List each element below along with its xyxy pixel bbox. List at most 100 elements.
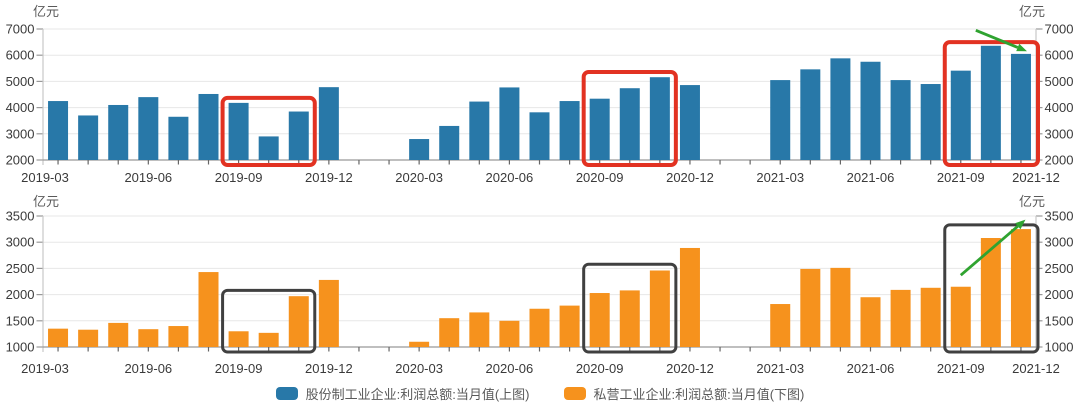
bar-2020-10 <box>619 290 640 347</box>
bar-2019-06 <box>138 329 159 347</box>
bar-2020-07 <box>529 112 550 160</box>
x-axis-label: 2021-06 <box>847 361 895 376</box>
x-axis-label: 2019-06 <box>124 170 172 185</box>
y-axis-label-left: 5000 <box>6 74 35 89</box>
bar-2021-07 <box>890 289 911 347</box>
bar-2020-03 <box>409 139 430 160</box>
unit-label-right: 亿元 <box>1019 4 1045 19</box>
y-axis-label-right: 2000 <box>1045 153 1074 168</box>
x-axis-label: 2020-03 <box>395 361 443 376</box>
bar-2020-06 <box>499 87 520 160</box>
bar-2020-03 <box>409 341 430 347</box>
bar-2019-11 <box>288 111 309 160</box>
x-axis-label: 2020-09 <box>576 361 624 376</box>
bar-2021-06 <box>860 297 881 347</box>
x-axis-label: 2021-09 <box>937 361 985 376</box>
y-axis-label-left: 1000 <box>6 340 35 355</box>
bar-2021-04 <box>800 268 821 347</box>
bottom-chart: 1000 1000 1500 1500 2000 2000 2500 2500 3000 3000… <box>6 194 1074 376</box>
bar-2019-07 <box>168 326 189 347</box>
x-axis-label: 2019-06 <box>124 361 172 376</box>
bar-2021-09 <box>950 286 971 347</box>
y-axis-label-right: 2000 <box>1045 287 1074 302</box>
highlight-box <box>581 69 678 167</box>
bar-2020-10 <box>619 88 640 160</box>
bar-2019-09 <box>228 331 249 347</box>
bar-2021-06 <box>860 61 881 160</box>
unit-label-left: 亿元 <box>33 194 59 209</box>
bar-2020-08 <box>559 305 580 347</box>
legend-swatch-blue <box>275 387 298 400</box>
bar-2021-11 <box>1010 53 1031 160</box>
highlight-box <box>220 95 317 167</box>
bar-2021-03 <box>770 304 791 347</box>
x-axis-label: 2021-12 <box>1012 361 1060 376</box>
legend-item-shareholding-enterprises: 股份制工业企业:利润总额:当月值(上图) <box>275 384 530 403</box>
y-axis-label-right: 7000 <box>1045 22 1074 37</box>
legend: 股份制工业企业:利润总额:当月值(上图) 私营工业企业:利润总额:当月值(下图) <box>0 378 1080 409</box>
bar-2019-05 <box>108 104 129 160</box>
bar-2019-11 <box>288 296 309 347</box>
highlight-box <box>942 40 1040 167</box>
y-axis-label-left: 1500 <box>6 313 35 328</box>
y-axis-label-right: 5000 <box>1045 74 1074 89</box>
bar-2020-04 <box>439 318 460 347</box>
bar-2019-06 <box>138 97 159 160</box>
x-axis-label: 2021-03 <box>756 170 804 185</box>
bar-2021-05 <box>830 267 851 347</box>
y-axis-label-right: 4000 <box>1045 100 1074 115</box>
y-axis-label-left: 3000 <box>6 126 35 141</box>
x-axis-label: 2019-12 <box>305 170 353 185</box>
x-axis-label: 2020-12 <box>666 170 714 185</box>
y-axis-label-left: 3500 <box>6 209 35 224</box>
unit-label-left: 亿元 <box>33 4 59 19</box>
bar-2021-10 <box>980 238 1001 347</box>
y-axis-label-left: 2500 <box>6 261 35 276</box>
x-axis-label: 2020-06 <box>486 170 534 185</box>
y-axis-label-right: 6000 <box>1045 48 1074 63</box>
y-axis-label-left: 3000 <box>6 235 35 250</box>
bar-2019-12 <box>318 87 339 160</box>
bar-2021-04 <box>800 69 821 160</box>
bar-2021-10 <box>980 45 1001 160</box>
bar-2020-07 <box>529 308 550 347</box>
bar-2019-10 <box>258 332 279 347</box>
highlight-box <box>582 262 678 354</box>
bar-2019-12 <box>318 279 339 347</box>
bar-2020-11 <box>649 270 670 347</box>
legend-label-private: 私营工业企业:利润总额:当月值(下图) <box>593 387 805 402</box>
y-axis-label-right: 3000 <box>1045 126 1074 141</box>
x-axis-label: 2021-03 <box>756 361 804 376</box>
bar-2021-07 <box>890 80 911 160</box>
x-axis-label: 2019-12 <box>305 361 353 376</box>
bar-2021-08 <box>920 84 941 160</box>
y-axis-label-right: 3500 <box>1045 209 1074 224</box>
x-axis-label: 2019-03 <box>21 170 69 185</box>
x-axis-label: 2021-12 <box>1012 170 1060 185</box>
trend-arrow-head <box>1016 43 1027 52</box>
y-axis-label-left: 7000 <box>6 22 35 37</box>
y-axis-label-left: 4000 <box>6 100 35 115</box>
bar-2019-09 <box>228 102 249 160</box>
y-axis-label-left: 2000 <box>6 287 35 302</box>
bar-2019-05 <box>108 322 129 347</box>
bar-2020-06 <box>499 320 520 347</box>
bar-2019-04 <box>78 115 99 160</box>
x-axis-label: 2019-09 <box>215 361 263 376</box>
bar-2020-08 <box>559 101 580 160</box>
x-axis-label: 2020-09 <box>576 170 624 185</box>
y-axis-label-right: 1500 <box>1045 313 1074 328</box>
x-axis-label: 2021-06 <box>847 170 895 185</box>
bar-2020-09 <box>589 98 610 160</box>
trend-arrow-line <box>975 29 1019 49</box>
bar-2021-05 <box>830 58 851 160</box>
top-chart: 2000 2000 3000 3000 4000 4000 5000 5000 6000 6000… <box>6 4 1074 185</box>
unit-label-right: 亿元 <box>1019 194 1045 209</box>
x-axis-label: 2020-12 <box>666 361 714 376</box>
y-axis-label-right: 1000 <box>1045 340 1074 355</box>
x-axis-label: 2021-09 <box>937 170 985 185</box>
bar-2021-03 <box>770 80 791 160</box>
legend-swatch-orange <box>563 387 586 400</box>
x-axis-label: 2020-03 <box>395 170 443 185</box>
